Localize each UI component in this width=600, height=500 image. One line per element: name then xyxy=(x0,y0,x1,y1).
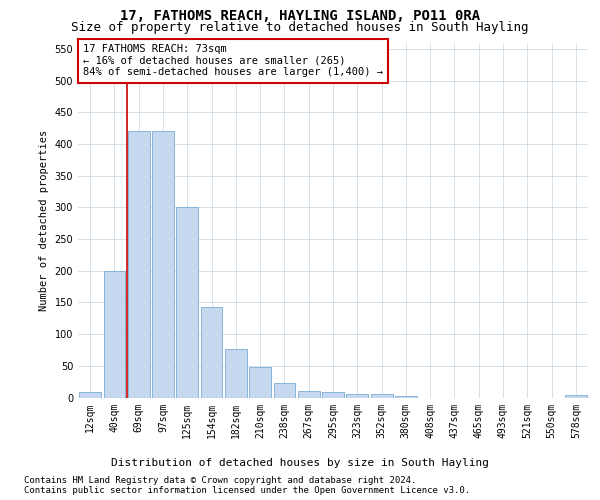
Bar xyxy=(200,307,223,398)
Bar xyxy=(395,396,417,398)
Text: 17, FATHOMS REACH, HAYLING ISLAND, PO11 0RA: 17, FATHOMS REACH, HAYLING ISLAND, PO11 … xyxy=(120,9,480,23)
Bar xyxy=(346,394,368,398)
Bar xyxy=(225,348,247,398)
Bar xyxy=(249,367,271,398)
Bar xyxy=(322,392,344,398)
Bar xyxy=(128,131,149,398)
Bar xyxy=(274,383,295,398)
Bar xyxy=(176,208,198,398)
Text: 17 FATHOMS REACH: 73sqm
← 16% of detached houses are smaller (265)
84% of semi-d: 17 FATHOMS REACH: 73sqm ← 16% of detache… xyxy=(83,44,383,78)
Bar xyxy=(565,395,587,398)
Bar xyxy=(298,390,320,398)
Text: Size of property relative to detached houses in South Hayling: Size of property relative to detached ho… xyxy=(71,21,529,34)
Text: Distribution of detached houses by size in South Hayling: Distribution of detached houses by size … xyxy=(111,458,489,468)
Bar xyxy=(104,270,125,398)
Bar xyxy=(371,394,392,398)
Bar xyxy=(152,131,174,398)
Y-axis label: Number of detached properties: Number of detached properties xyxy=(39,130,49,310)
Text: Contains public sector information licensed under the Open Government Licence v3: Contains public sector information licen… xyxy=(24,486,470,495)
Text: Contains HM Land Registry data © Crown copyright and database right 2024.: Contains HM Land Registry data © Crown c… xyxy=(24,476,416,485)
Bar xyxy=(79,392,101,398)
